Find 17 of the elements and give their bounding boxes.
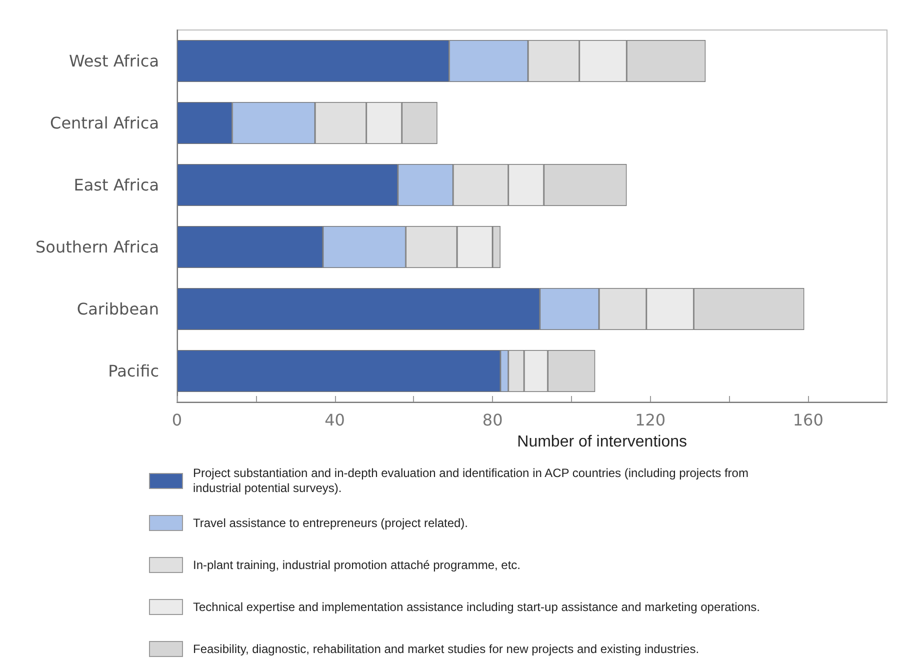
- y-tick-label: Central Africa: [50, 114, 159, 132]
- y-tick-label: Southern Africa: [36, 238, 159, 256]
- legend-label: Travel assistance to entrepreneurs (project related).: [193, 516, 470, 530]
- x-tick-label: 40: [324, 410, 345, 430]
- y-tick-label: East Africa: [74, 176, 159, 194]
- x-tick-label: 0: [172, 410, 182, 430]
- y-tick-label: Caribbean: [76, 300, 159, 318]
- legend-label: Project substantiation and in-depth evaluation and identification in ACP countries (including projects from industrial potential surveys).: [193, 466, 750, 496]
- legend-label: In-plant training, industrial promotion attaché programme, etc.: [193, 558, 522, 572]
- x-tick-label: 80: [482, 410, 503, 430]
- y-tick-label: West Africa: [68, 52, 159, 70]
- x-tick-label: 160: [792, 410, 824, 430]
- legend-label: Technical expertise and implementation assistance including start-up assistance and marketing operations.: [193, 600, 761, 614]
- legend-label: Feasibility, diagnostic, rehabilitation and market studies for new projects and existing industries.: [193, 642, 700, 656]
- y-tick-label: Pacific: [108, 362, 159, 380]
- x-axis-title: Number of interventions: [517, 434, 687, 450]
- x-tick-label: 120: [635, 410, 666, 430]
